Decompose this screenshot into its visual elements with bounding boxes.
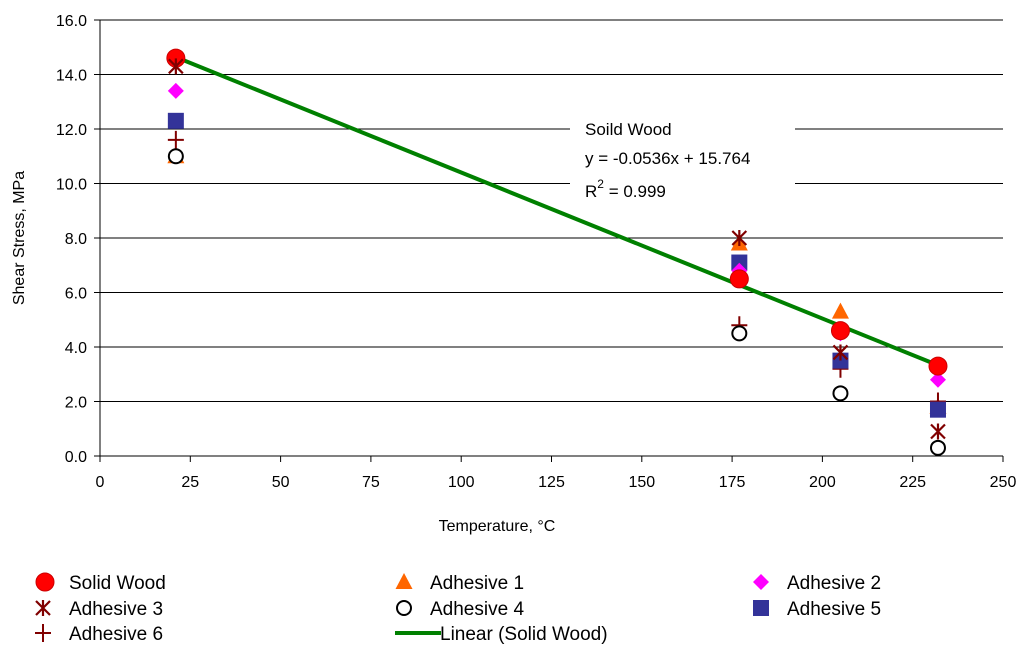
y-tick-label-3: 6.0 (65, 286, 87, 303)
x-tick-label-7: 175 (719, 474, 746, 491)
point-adhesive-4-3 (929, 439, 946, 456)
point-adhesive-4-2 (832, 385, 849, 402)
legend-label-solid-wood: Solid Wood (69, 573, 166, 594)
legend-label-adhesive-1: Adhesive 1 (430, 573, 524, 594)
x-axis-label: Temperature, °C (439, 518, 556, 535)
x-tick-label-10: 250 (990, 474, 1017, 491)
x-tick-label-1: 25 (181, 474, 199, 491)
y-tick-label-6: 12.0 (56, 122, 87, 139)
point-adhesive-3-2 (832, 344, 849, 361)
legend-swatch-adhesive-1 (395, 573, 413, 589)
y-axis-label: Shear Stress, MPa (11, 171, 28, 305)
x-tick-label-6: 150 (628, 474, 655, 491)
legend-item-solid-wood: Solid Wood (35, 572, 166, 594)
legend-label-adhesive-6: Adhesive 6 (69, 624, 163, 645)
tick-labels: 0 25 50 75 100 125 150 175 200 225 250 0.0 2.0 4.0 6.0… (56, 13, 1017, 491)
point-adhesive-4-1 (731, 325, 748, 342)
annotation-title: Soild Wood (585, 120, 672, 139)
x-tick-label-3: 75 (362, 474, 380, 491)
legend-label-adhesive-4: Adhesive 4 (430, 599, 524, 620)
point-adhesive-4-0 (167, 148, 184, 165)
legend-swatch-adhesive-6 (35, 624, 51, 642)
legend-swatch-solid-wood (35, 572, 55, 592)
annotation-background (570, 110, 795, 185)
grid-lines (100, 19, 1003, 402)
legend-swatch-adhesive-4 (396, 600, 412, 616)
axes (94, 19, 1004, 462)
legend-item-adhesive-2: Adhesive 2 (753, 573, 881, 594)
trendline-annotation: Soild Wood y = -0.0536x + 15.764 R2 = 0.… (570, 110, 795, 201)
point-adhesive-5-1 (731, 254, 748, 271)
x-tick-label-9: 225 (899, 474, 926, 491)
y-tick-label-7: 14.0 (56, 68, 87, 85)
legend: Solid Wood Adhesive 1 Adhesive 2 Adhesive 3… (35, 572, 881, 645)
y-tick-label-8: 16.0 (56, 13, 87, 30)
legend-item-adhesive-6: Adhesive 6 (35, 624, 163, 645)
annotation-r2: R2 = 0.999 (585, 177, 666, 201)
x-tick-label-0: 0 (96, 474, 105, 491)
legend-item-adhesive-5: Adhesive 5 (753, 599, 881, 620)
legend-label-adhesive-2: Adhesive 2 (787, 573, 881, 594)
legend-swatch-adhesive-2 (753, 574, 769, 590)
data-points-layer (166, 48, 948, 456)
legend-item-adhesive-3: Adhesive 3 (35, 599, 163, 620)
point-adhesive-2-0 (167, 82, 184, 99)
trendline-layer (175, 55, 939, 368)
point-solid-wood-3 (928, 356, 948, 376)
y-tick-label-5: 10.0 (56, 177, 87, 194)
point-adhesive-3-3 (930, 423, 946, 440)
y-tick-label-1: 2.0 (65, 395, 87, 412)
x-tick-label-8: 200 (809, 474, 836, 491)
legend-item-adhesive-4: Adhesive 4 (396, 599, 524, 620)
point-adhesive-1-2 (831, 302, 849, 319)
y-tick-label-2: 4.0 (65, 340, 87, 357)
point-solid-wood-2 (830, 321, 850, 341)
point-adhesive-6-0 (167, 130, 184, 149)
legend-label-adhesive-3: Adhesive 3 (69, 599, 163, 620)
legend-item-linear-solid-wood: Linear (Solid Wood) (395, 624, 608, 645)
legend-label-linear-solid-wood: Linear (Solid Wood) (440, 624, 608, 645)
annotation-equation: y = -0.0536x + 15.764 (585, 149, 750, 168)
point-adhesive-3-0 (168, 58, 184, 75)
y-tick-label-0: 0.0 (65, 449, 87, 466)
x-tick-label-2: 50 (272, 474, 290, 491)
trendline-solid-wood (175, 55, 939, 368)
point-adhesive-2-3 (929, 371, 946, 388)
legend-label-adhesive-5: Adhesive 5 (787, 599, 881, 620)
y-tick-label-4: 8.0 (65, 231, 87, 248)
legend-swatch-adhesive-3 (35, 600, 51, 616)
point-adhesive-5-0 (167, 112, 184, 129)
legend-swatch-adhesive-5 (753, 600, 769, 616)
x-tick-label-4: 100 (448, 474, 475, 491)
x-tick-label-5: 125 (538, 474, 565, 491)
legend-item-adhesive-1: Adhesive 1 (395, 573, 524, 594)
point-adhesive-3-1 (731, 230, 748, 246)
point-adhesive-5-3 (929, 401, 946, 418)
point-solid-wood-1 (729, 269, 749, 289)
